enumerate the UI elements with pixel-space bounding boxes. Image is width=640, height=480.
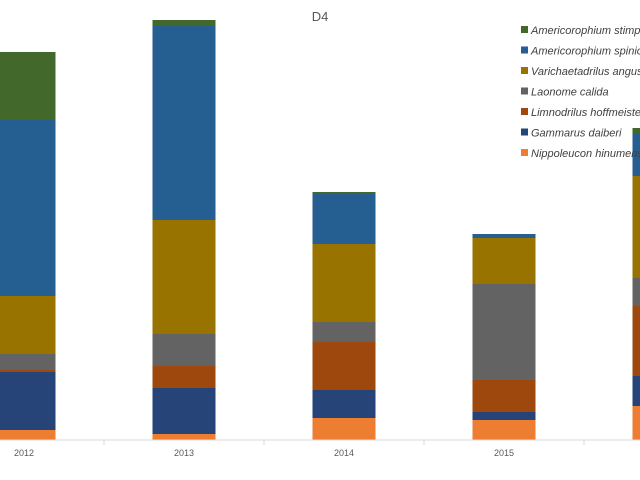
- bar-segment: [632, 406, 640, 440]
- legend-swatch: [521, 149, 528, 156]
- bars-layer: [0, 20, 640, 440]
- bar-segment: [0, 372, 56, 430]
- bar-segment: [632, 306, 640, 376]
- bar-segment: [312, 192, 376, 194]
- bar-segment: [312, 390, 376, 418]
- bar-segment: [632, 176, 640, 278]
- chart-title: D4: [312, 9, 329, 24]
- legend-label: Gammarus daiberi: [531, 128, 622, 140]
- legend-label: Varichaetadrilus angustipenis: [531, 66, 640, 78]
- bar-segment: [0, 296, 56, 354]
- legend-label: Limnodrilus hoffmeisteri: [531, 107, 640, 119]
- legend-swatch: [521, 46, 528, 54]
- legend-label: Laonome calida: [531, 87, 609, 99]
- legend-label: Americorophium stimpsoni: [530, 25, 640, 37]
- bar-segment: [152, 366, 216, 388]
- bar-segment: [632, 134, 640, 176]
- bar-segment: [152, 220, 216, 334]
- bar-segment: [152, 26, 216, 220]
- bar-segment: [472, 380, 536, 412]
- bar-segment: [312, 322, 376, 342]
- x-axis-ticks: 2012 2013 2014 2015: [14, 440, 585, 458]
- bar-segment: [152, 388, 216, 434]
- bar-segment: [632, 278, 640, 306]
- bar-segment: [0, 52, 56, 120]
- bar-segment: [152, 334, 216, 366]
- legend-swatch: [521, 26, 528, 33]
- legend-label: Nippoleucon hinumensis: [531, 148, 640, 160]
- legend-swatch: [521, 67, 528, 74]
- bar-segment: [472, 234, 536, 238]
- bar-segment: [472, 412, 536, 420]
- x-tick-label: 2013: [174, 448, 194, 458]
- bar-segment: [0, 430, 56, 440]
- legend-swatch: [521, 87, 528, 95]
- legend-swatch: [521, 108, 528, 115]
- legend-swatch: [521, 128, 528, 136]
- bar-segment: [472, 284, 536, 380]
- x-tick-label: 2012: [14, 448, 34, 458]
- bar-segment: [312, 244, 376, 322]
- bar-segment: [0, 120, 56, 296]
- bar-segment: [312, 194, 376, 244]
- x-tick-label: 2015: [494, 448, 514, 458]
- bar-segment: [312, 342, 376, 390]
- bar-segment: [0, 354, 56, 370]
- bar-segment: [152, 434, 216, 440]
- bar-segment: [472, 238, 536, 284]
- legend-label: Americorophium spinicorne: [530, 46, 640, 58]
- x-tick-label: 2014: [334, 448, 354, 458]
- bar-segment: [472, 420, 536, 440]
- bar-segment: [632, 376, 640, 406]
- legend: Americorophium stimpsoni Americorophium s…: [521, 25, 640, 160]
- bar-segment: [152, 20, 216, 26]
- bar-segment: [632, 128, 640, 134]
- bar-segment: [0, 370, 56, 372]
- bar-segment: [312, 418, 376, 440]
